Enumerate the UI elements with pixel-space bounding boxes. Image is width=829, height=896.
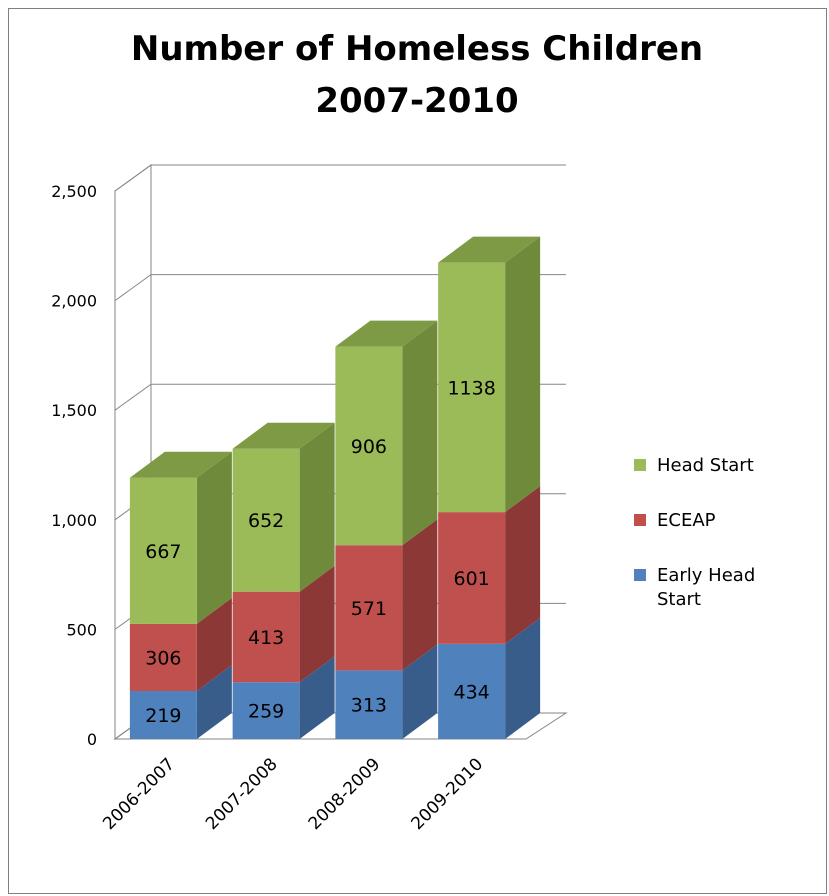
- bar-side: [505, 486, 541, 644]
- bar-stack: 434 601 1138: [438, 236, 541, 739]
- x-tick-label: 2007-2008: [202, 754, 282, 834]
- data-label: 313: [351, 695, 387, 717]
- data-label: 434: [453, 681, 489, 703]
- data-label: 652: [248, 510, 284, 532]
- bar-segment: [129, 477, 197, 624]
- legend-entry: Head Start: [634, 455, 754, 476]
- bar-top: [129, 451, 232, 478]
- bar-top: [232, 422, 335, 449]
- legend-entry: Early Head Start: [634, 565, 755, 610]
- x-axis: 2006-2007 2007-2008 2008-2009 2009-2010: [99, 754, 487, 834]
- bar-segment: [335, 545, 403, 671]
- gridline: [114, 274, 566, 302]
- y-tick-label: 2,000: [51, 292, 97, 311]
- chart-title-line-1: Number of Homeless Children: [131, 29, 703, 69]
- data-label: 1138: [447, 377, 495, 399]
- bar-stack: 219 306 667: [129, 451, 232, 739]
- bar-segment: [129, 690, 197, 739]
- bar-side: [402, 519, 438, 671]
- stacked-bar-chart: Number of Homeless Children 2007-2010 0 5…: [51, 29, 755, 834]
- bar-segment: [335, 670, 403, 739]
- data-label: 306: [145, 647, 181, 669]
- bar-top: [335, 320, 438, 347]
- y-axis: 0 500 1,000 1,500 2,000 2,500: [51, 182, 97, 749]
- legend-label: Start: [657, 589, 701, 610]
- bar-segment: [335, 346, 403, 546]
- y-tick-label: 2,500: [51, 182, 97, 201]
- data-label: 413: [248, 627, 284, 649]
- bar-side: [299, 422, 335, 592]
- bar-side: [505, 617, 541, 739]
- bar-segment: [232, 448, 300, 592]
- data-label: 219: [145, 705, 181, 727]
- chart-title-line-2: 2007-2010: [315, 81, 518, 121]
- legend: Head Start ECEAP Early Head Start: [634, 455, 755, 610]
- legend-label: Early Head: [657, 565, 755, 586]
- bar-side: [402, 644, 438, 739]
- bar-side: [402, 320, 438, 546]
- chart-frame: Number of Homeless Children 2007-2010 0 5…: [8, 8, 827, 894]
- legend-swatch: [634, 569, 646, 581]
- data-label: 259: [248, 701, 284, 723]
- bar-segment: [438, 512, 506, 644]
- legend-swatch: [634, 459, 646, 471]
- bar-side: [196, 597, 232, 691]
- data-label: 571: [351, 598, 387, 620]
- chart-title: Number of Homeless Children 2007-2010: [131, 29, 703, 121]
- data-label: 906: [351, 436, 387, 458]
- bar-segment: [232, 591, 300, 683]
- bar-side: [299, 656, 335, 739]
- y-tick-label: 0: [87, 730, 97, 749]
- y-tick-label: 1,000: [51, 511, 97, 530]
- bars: 219 306 667 259 413 652 313 571 906 434 601 1138: [129, 236, 541, 739]
- bar-segment: [129, 623, 197, 691]
- bar-segment: [438, 643, 506, 739]
- legend-entry: ECEAP: [634, 510, 716, 531]
- bar-stack: 259 413 652: [232, 422, 335, 739]
- bar-segment: [232, 682, 300, 739]
- legend-label: ECEAP: [657, 510, 716, 531]
- x-tick-label: 2006-2007: [99, 754, 179, 834]
- bar-stack: 313 571 906: [335, 320, 438, 739]
- legend-swatch: [634, 514, 646, 526]
- y-tick-label: 500: [66, 620, 97, 639]
- legend-label: Head Start: [657, 455, 754, 476]
- bar-side: [505, 236, 541, 513]
- bar-side: [196, 451, 232, 624]
- y-tick-label: 1,500: [51, 401, 97, 420]
- bar-side: [299, 565, 335, 683]
- x-tick-label: 2009-2010: [407, 754, 487, 834]
- gridline: [114, 164, 566, 192]
- data-label: 601: [453, 568, 489, 590]
- bar-side: [196, 664, 232, 739]
- x-tick-label: 2008-2009: [305, 754, 385, 834]
- bar-top: [438, 236, 541, 263]
- bar-segment: [438, 262, 506, 513]
- data-label: 667: [145, 541, 181, 563]
